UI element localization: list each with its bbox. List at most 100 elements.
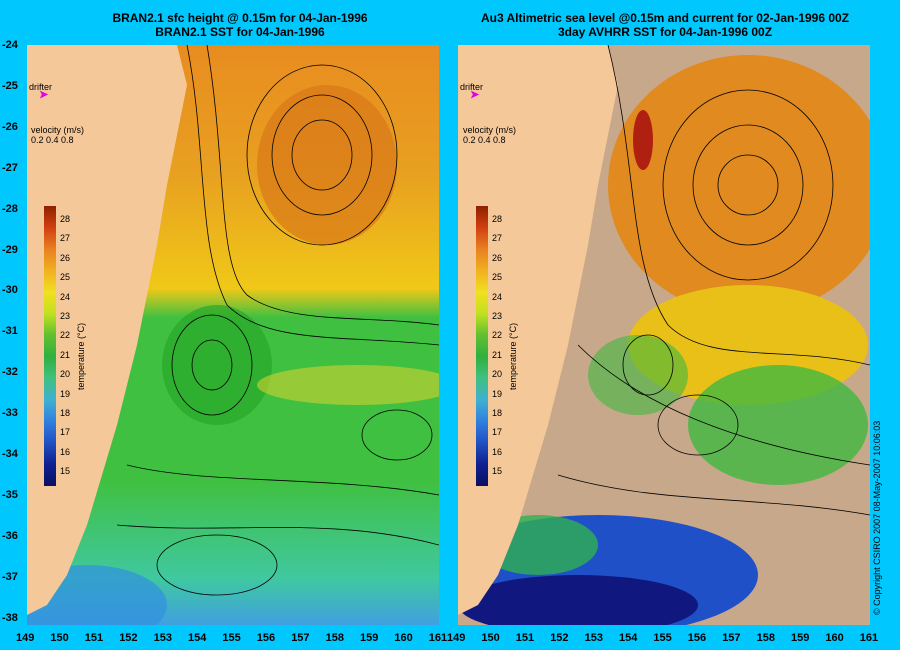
latitude-label: -24 [2, 39, 18, 51]
colorbar-tick: 18 [492, 408, 503, 418]
left-longitude-label: 157 [291, 632, 310, 644]
velocity-scale: 0.2 0.4 0.8 [463, 135, 506, 145]
contours [557, 45, 870, 516]
copyright-notice: © Copyright CSIRO 2007 08-May-2007 10:06… [872, 420, 882, 615]
colorbar-tick: 27 [492, 233, 503, 244]
left-longitude-label: 159 [360, 632, 379, 644]
left-longitude-label: 151 [84, 632, 104, 644]
green-region-2 [588, 335, 688, 415]
left-longitude-label: 160 [394, 632, 413, 644]
latitude-label: -28 [2, 202, 18, 215]
right-longitude-label: 152 [550, 632, 569, 644]
right-title-line2: 3day AVHRR SST for 04-Jan-1996 00Z [557, 25, 773, 39]
latitude-label: -36 [2, 529, 18, 542]
colorbar-tick: 25 [492, 272, 503, 283]
left-colorbar [44, 206, 56, 486]
latitude-label: -38 [2, 611, 18, 624]
left-longitude-label: 155 [222, 632, 241, 644]
right-title-line1: Au3 Altimetric sea level @0.15m and curr… [480, 11, 850, 25]
left-map-title: BRAN2.1 sfc height @ 0.15m for 04-Jan-19… [60, 11, 420, 39]
colorbar-tick: 24 [60, 291, 71, 302]
green-region [688, 365, 868, 485]
colorbar-tick: 22 [492, 330, 503, 341]
colorbar-tick: 28 [60, 214, 71, 224]
right-map-title: Au3 Altimetric sea level @0.15m and curr… [445, 11, 885, 39]
colorbar-tick: 21 [492, 349, 503, 360]
colorbar-tick: 18 [60, 408, 71, 418]
velocity-label: velocity (m/s) [31, 125, 85, 135]
colorbar-tick: 16 [60, 446, 71, 457]
latitude-label: -26 [2, 120, 18, 133]
colorbar-tick: 27 [60, 233, 71, 244]
colorbar-tick: 26 [492, 252, 503, 263]
right-longitude-label: 158 [756, 632, 775, 644]
right-longitude-label: 151 [515, 632, 535, 644]
right-longitude-label: 160 [825, 632, 844, 644]
right-longitude-label: 153 [584, 632, 603, 644]
colorbar-tick: 15 [492, 466, 503, 477]
left-sst-map [27, 45, 439, 625]
left-drifter-marker: ➤ [39, 89, 49, 101]
latitude-label: -34 [2, 448, 18, 460]
left-longitude-label: 161 [428, 632, 448, 644]
right-map-graphic [458, 45, 870, 625]
velocity-label: velocity (m/s) [463, 125, 517, 135]
latitude-label: -33 [2, 407, 18, 420]
left-longitude-label: 154 [188, 632, 207, 644]
left-drifter-label: drifter [29, 82, 53, 92]
colorbar-tick: 23 [492, 311, 503, 321]
colorbar-tick: 19 [492, 388, 503, 399]
warm-region [608, 55, 870, 315]
right-longitude-label: 161 [859, 632, 879, 644]
hot-spot [633, 110, 653, 170]
latitude-label: -35 [2, 488, 18, 501]
colorbar-tick: 20 [492, 369, 503, 380]
right-longitude-label: 159 [791, 632, 810, 644]
right-longitude-label: 156 [687, 632, 707, 644]
left-longitude-label: 152 [119, 632, 138, 644]
colorbar-tick: 23 [60, 311, 71, 321]
colorbar-tick: 15 [60, 466, 71, 477]
land-mass [458, 45, 618, 615]
colorbar-tick: 19 [60, 388, 71, 399]
colorbar-tick: 22 [60, 330, 71, 341]
left-longitude-label: 158 [325, 632, 344, 644]
latitude-label: -27 [2, 161, 18, 174]
right-longitude-label: 149 [447, 632, 466, 644]
yellow-band [257, 365, 439, 405]
left-longitude-label: 153 [153, 632, 172, 644]
left-longitude-label: 149 [16, 632, 35, 644]
latitude-label: -37 [2, 570, 18, 583]
right-longitude-label: 154 [619, 632, 638, 644]
left-title-line1: BRAN2.1 sfc height @ 0.15m for 04-Jan-19… [112, 11, 368, 25]
colorbar-tick: 20 [60, 369, 71, 380]
right-velocity-legend: velocity (m/s) 0.2 0.4 0.8 [463, 125, 516, 145]
left-longitude-label: 150 [50, 632, 69, 644]
velocity-scale: 0.2 0.4 0.8 [31, 135, 74, 145]
latitude-label: -31 [2, 325, 18, 338]
left-longitude-label: 156 [256, 632, 276, 644]
left-colorbar-label: temperature (°C) [76, 322, 86, 390]
left-map-graphic [27, 45, 439, 625]
right-drifter-label: drifter [460, 82, 484, 92]
latitude-label: -25 [2, 79, 18, 92]
left-velocity-legend: velocity (m/s) 0.2 0.4 0.8 [31, 125, 84, 145]
right-sst-map [458, 45, 870, 625]
colorbar-tick: 16 [492, 446, 503, 457]
deep-blue-region [458, 575, 698, 625]
colorbar-tick: 24 [492, 291, 503, 302]
warm-eddy [257, 85, 397, 245]
colorbar-tick: 21 [60, 349, 71, 360]
land-mass [27, 45, 187, 615]
contours [116, 45, 439, 596]
right-drifter-marker: ➤ [470, 89, 480, 101]
colorbar-tick: 17 [60, 427, 71, 438]
right-longitude-label: 157 [722, 632, 741, 644]
latitude-label: -32 [2, 366, 18, 379]
colorbar-tick: 26 [60, 252, 71, 263]
right-longitude-label: 150 [481, 632, 500, 644]
colorbar-tick: 28 [492, 214, 503, 224]
right-colorbar-label: temperature (°C) [508, 322, 518, 390]
left-title-line2: BRAN2.1 SST for 04-Jan-1996 [155, 25, 325, 39]
latitude-label: -30 [2, 284, 18, 297]
